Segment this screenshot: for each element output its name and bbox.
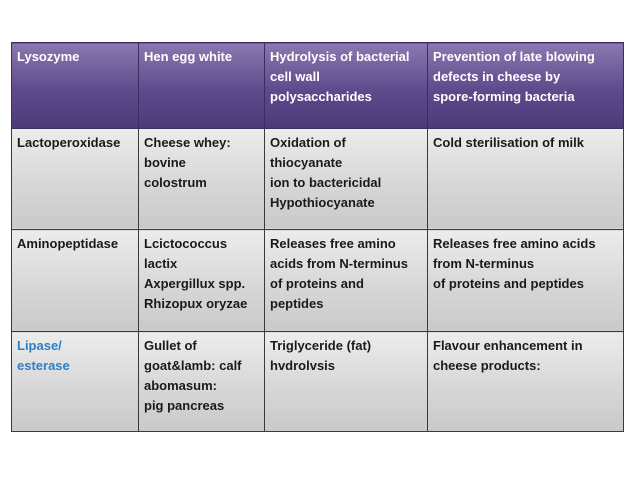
cell-enzyme-lipase: Lipase/ esterase (11, 331, 139, 432)
cell-application-aminopeptidase: Releases free amino acids from N-terminu… (427, 229, 624, 333)
table-row-lysozyme: Lysozyme Hen egg white Hydrolysis of bac… (11, 42, 624, 129)
cell-source-lactoperoxidase: Cheese whey: bovine colostrum (138, 127, 265, 231)
cell-action-lactoperoxidase: Oxidation of thiocyanate ion to bacteric… (264, 127, 428, 231)
cell-source-lipase: Gullet of goat&lamb: calf abomasum: pig … (138, 331, 265, 432)
cell-action-lipase: Triglyceride (fat) hvdrolvsis (264, 331, 428, 432)
cell-application-lactoperoxidase: Cold sterilisation of milk (427, 127, 624, 231)
cell-application-lipase: Flavour enhancement in cheese products: (427, 331, 624, 432)
cell-enzyme-aminopeptidase: Aminopeptidase (11, 229, 139, 333)
cell-action-lysozyme: Hydrolysis of bacterial cell wall polysa… (264, 42, 428, 129)
enzyme-table: Lysozyme Hen egg white Hydrolysis of bac… (11, 42, 624, 432)
cell-enzyme-lysozyme: Lysozyme (11, 42, 139, 129)
table-row-lipase: Lipase/ esterase Gullet of goat&lamb: ca… (11, 331, 624, 432)
table-row-aminopeptidase: Aminopeptidase Lcictococcus lactix Axper… (11, 229, 624, 333)
cell-source-aminopeptidase: Lcictococcus lactix Axpergillux spp. Rhi… (138, 229, 265, 333)
cell-action-aminopeptidase: Releases free amino acids from N-terminu… (264, 229, 428, 333)
cell-source-lysozyme: Hen egg white (138, 42, 265, 129)
table-row-lactoperoxidase: Lactoperoxidase Cheese whey: bovine colo… (11, 127, 624, 231)
cell-enzyme-lactoperoxidase: Lactoperoxidase (11, 127, 139, 231)
cell-application-lysozyme: Prevention of late blowing defects in ch… (427, 42, 624, 129)
